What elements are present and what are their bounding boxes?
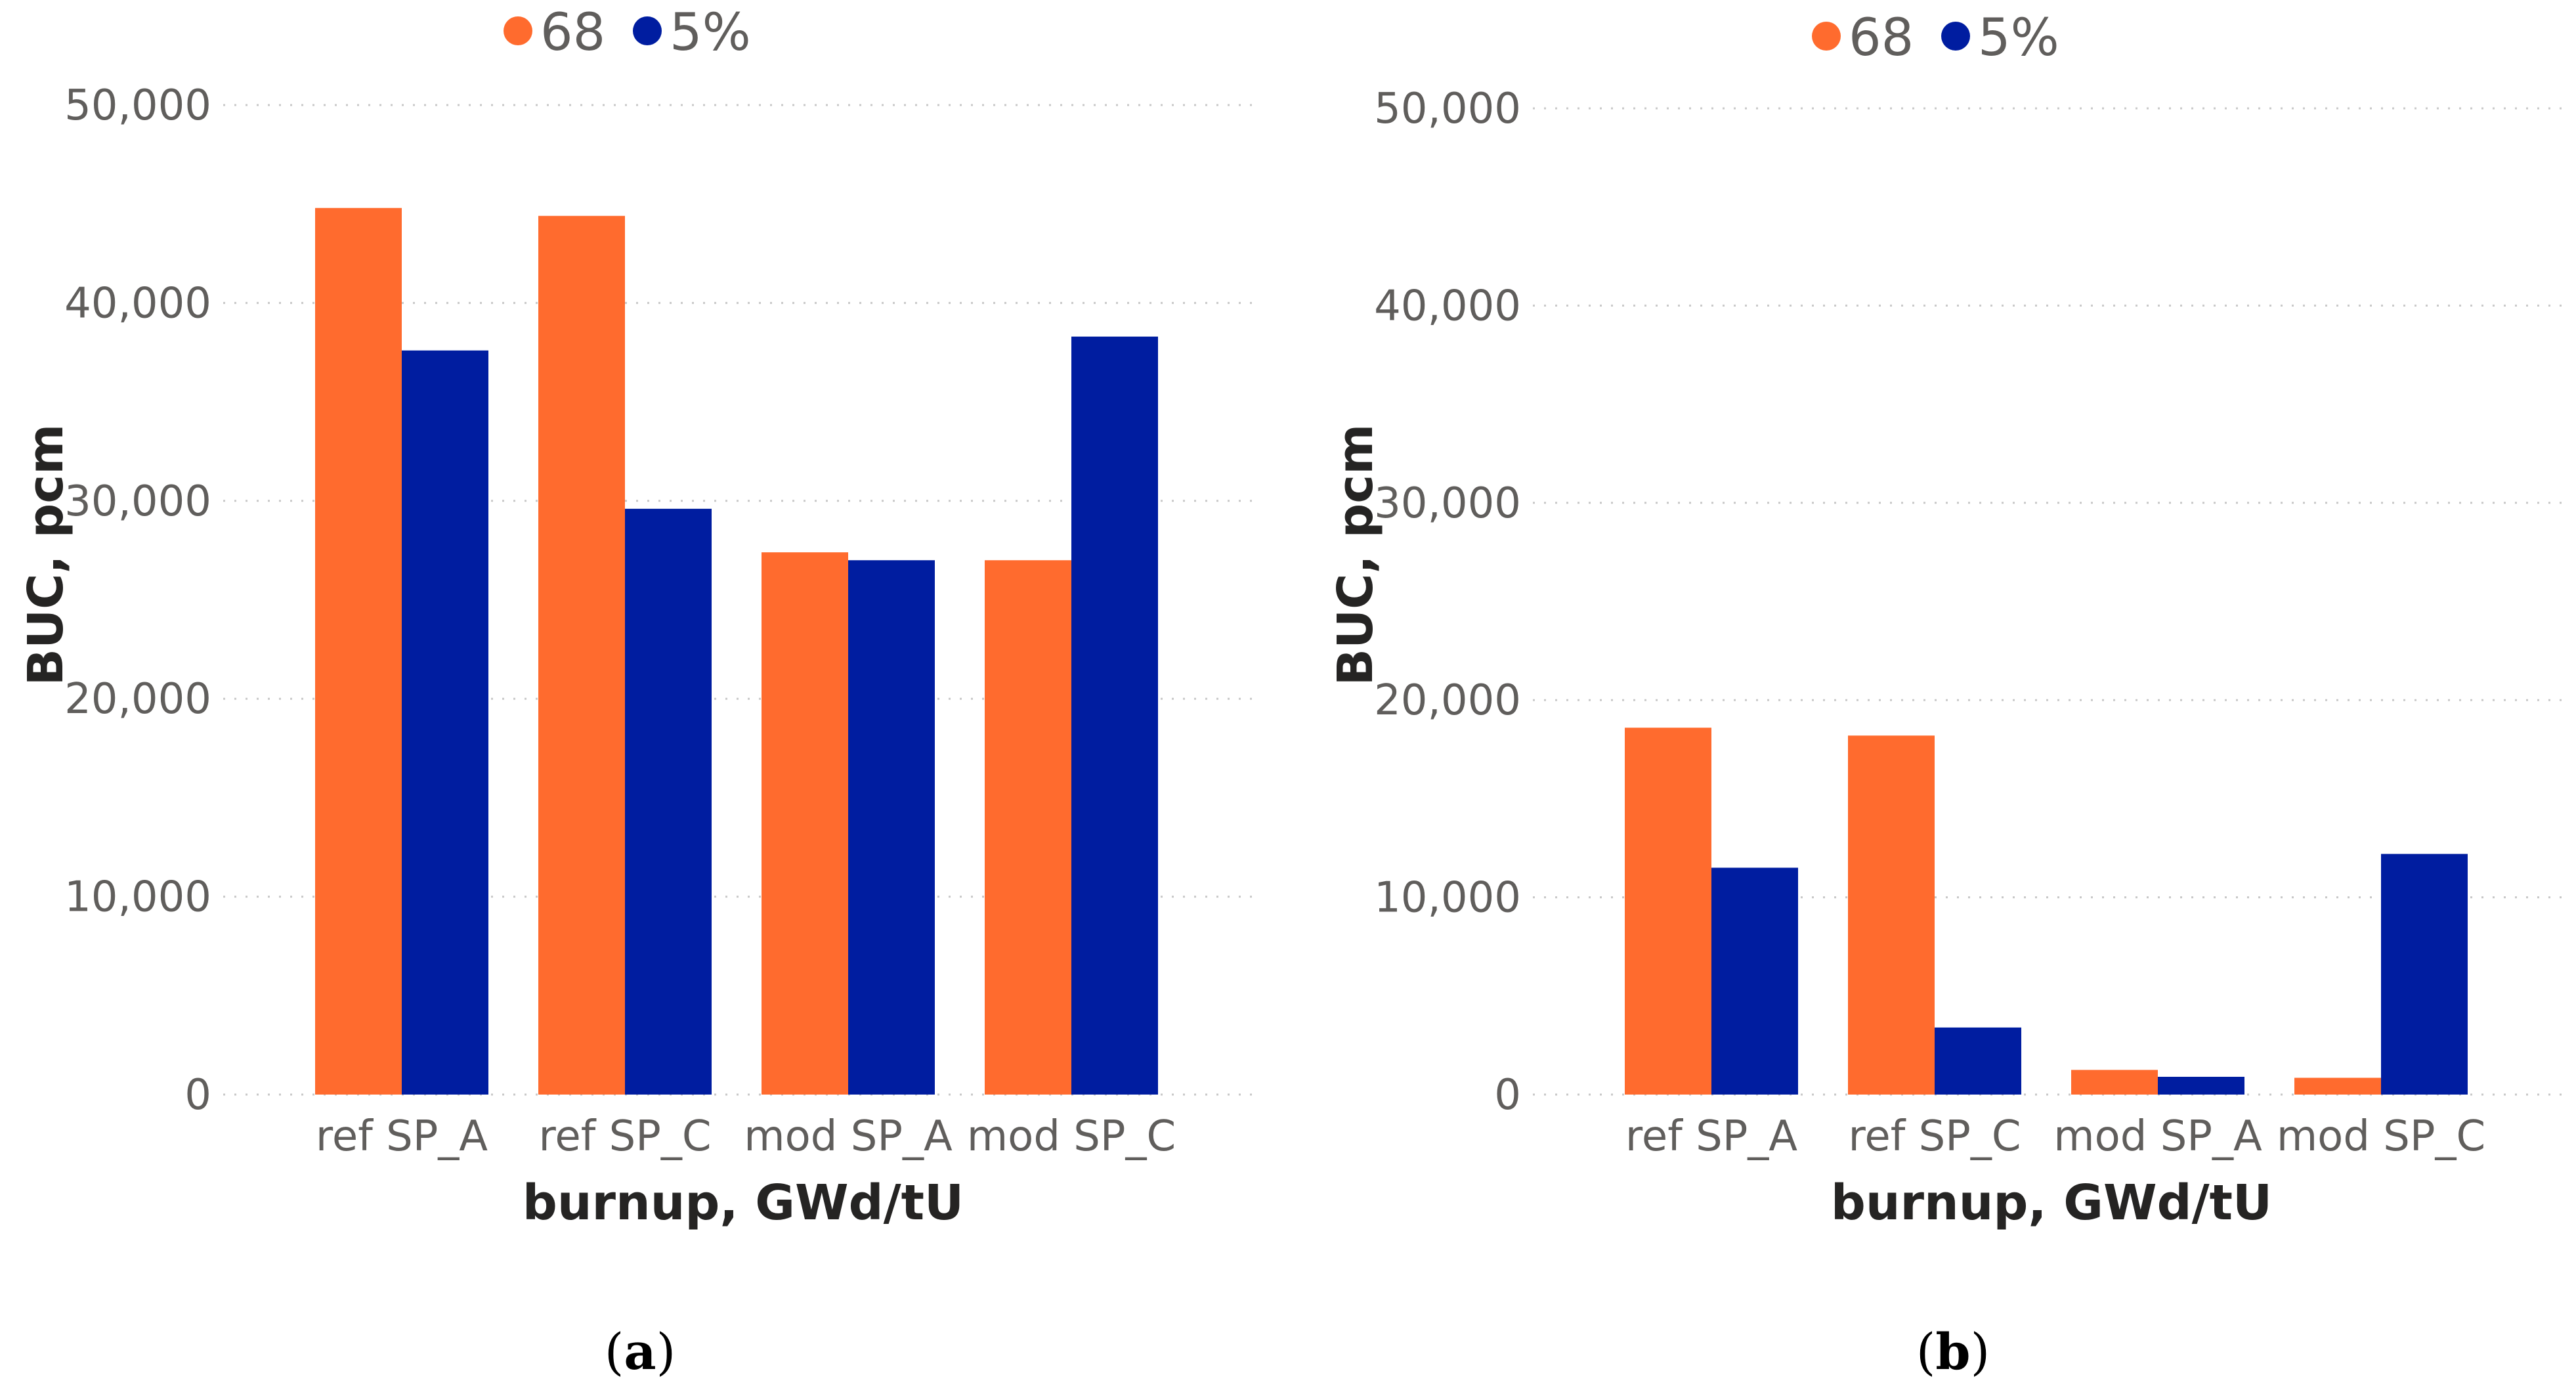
- y-tick-label: 50,000: [1374, 85, 1521, 133]
- legend-marker-68: [504, 16, 532, 45]
- y-axis-ticks: 0 10,000 20,000 30,000 40,000 50,000: [1374, 85, 1521, 1120]
- legend: 68 5%: [504, 3, 751, 62]
- gridlines: [1533, 107, 2564, 1096]
- y-tick-label: 10,000: [64, 873, 211, 922]
- y-tick-label: 0: [1494, 1071, 1521, 1120]
- y-tick-label: 30,000: [64, 477, 211, 526]
- y-tick-label: 50,000: [64, 81, 211, 130]
- legend-marker-5pct: [1941, 22, 1970, 51]
- y-tick-label: 30,000: [1374, 479, 1521, 528]
- legend-label-5pct: 5%: [670, 3, 751, 62]
- x-tick-label: ref SP_A: [316, 1112, 488, 1161]
- panel-letter-b: b: [1935, 1322, 1970, 1381]
- legend-label-68: 68: [1849, 9, 1914, 68]
- y-axis-title: BUC, pcm: [1327, 424, 1384, 686]
- y-axis-title: BUC, pcm: [18, 424, 74, 686]
- bar-68-ref-sp_a: [315, 207, 402, 1095]
- x-tick-label: mod SP_A: [2053, 1112, 2262, 1161]
- bar-5pct-ref-sp_a: [1711, 867, 1798, 1095]
- legend-label-5pct: 5%: [1978, 9, 2059, 68]
- bar-5pct-ref-sp_a: [402, 350, 488, 1095]
- x-tick-label: mod SP_C: [2277, 1112, 2485, 1161]
- x-axis-categories: ref SP_A ref SP_C mod SP_A mod SP_C: [1625, 1112, 2485, 1161]
- x-axis-categories: ref SP_A ref SP_C mod SP_A mod SP_C: [316, 1112, 1176, 1161]
- x-tick-label: ref SP_A: [1625, 1112, 1797, 1161]
- chart-panel-a: 68 5% 0 10,000 20,000 30,000 40,000 50,000 re…: [18, 3, 1254, 1381]
- bar-68-mod-sp_a: [2071, 1070, 2158, 1095]
- x-tick-label: mod SP_A: [744, 1112, 953, 1161]
- bar-68-mod-sp_c: [2294, 1077, 2381, 1095]
- y-tick-label: 0: [184, 1071, 211, 1120]
- bar-68-ref-sp_c: [1848, 735, 1935, 1095]
- y-tick-label: 20,000: [64, 675, 211, 724]
- x-axis-title: burnup, GWd/tU: [523, 1175, 964, 1231]
- y-tick-label: 20,000: [1374, 676, 1521, 725]
- bar-5pct-mod-sp_c: [2381, 854, 2468, 1095]
- bar-5pct-ref-sp_c: [625, 508, 712, 1095]
- bar-5pct-mod-sp_a: [848, 560, 935, 1095]
- panel-letter-a: a: [624, 1322, 656, 1381]
- bar-68-ref-sp_c: [538, 215, 625, 1095]
- bar-5pct-ref-sp_c: [1935, 1027, 2021, 1095]
- bars: [1625, 728, 2468, 1095]
- bar-5pct-mod-sp_a: [2158, 1076, 2244, 1095]
- legend-marker-68: [1812, 22, 1841, 51]
- x-axis-title: burnup, GWd/tU: [1831, 1175, 2272, 1231]
- panel-label-b: (b): [1916, 1322, 1990, 1381]
- chart-panel-b: 68 5% 0 10,000 20,000 30,000 40,000 50,000 re…: [1327, 9, 2564, 1381]
- panel-label-a: (a): [605, 1322, 676, 1381]
- x-tick-label: ref SP_C: [538, 1112, 711, 1161]
- bar-68-ref-sp_a: [1625, 728, 1711, 1095]
- y-axis-ticks: 0 10,000 20,000 30,000 40,000 50,000: [64, 81, 211, 1120]
- bar-5pct-mod-sp_c: [1071, 336, 1158, 1095]
- legend-label-68: 68: [540, 3, 605, 62]
- legend-marker-5pct: [633, 16, 662, 45]
- y-tick-label: 10,000: [1374, 874, 1521, 923]
- y-tick-label: 40,000: [1374, 282, 1521, 330]
- bar-68-mod-sp_a: [762, 552, 848, 1095]
- x-tick-label: ref SP_C: [1848, 1112, 2021, 1161]
- x-tick-label: mod SP_C: [967, 1112, 1176, 1161]
- gridlines: [223, 104, 1254, 1096]
- y-tick-label: 40,000: [64, 279, 211, 328]
- bars: [315, 207, 1158, 1095]
- bar-68-mod-sp_c: [985, 560, 1071, 1095]
- legend: 68 5%: [1812, 9, 2059, 68]
